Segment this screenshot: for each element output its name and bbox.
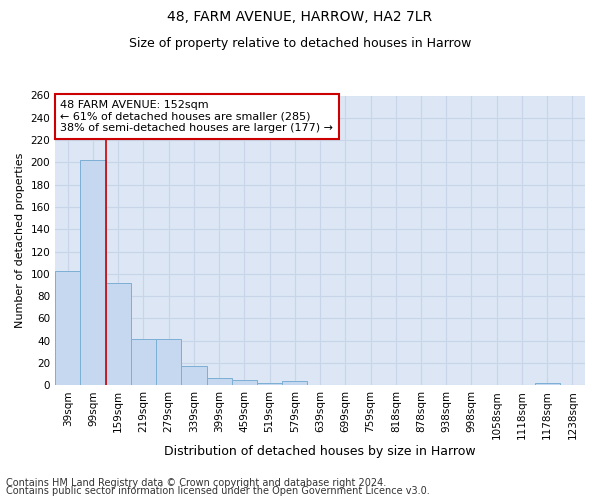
Bar: [181, 366, 206, 386]
Bar: [55, 270, 80, 386]
Text: Contains public sector information licensed under the Open Government Licence v3: Contains public sector information licen…: [6, 486, 430, 496]
Text: Contains HM Land Registry data © Crown copyright and database right 2024.: Contains HM Land Registry data © Crown c…: [6, 478, 386, 488]
Bar: [535, 383, 560, 386]
Y-axis label: Number of detached properties: Number of detached properties: [15, 152, 25, 328]
X-axis label: Distribution of detached houses by size in Harrow: Distribution of detached houses by size …: [164, 444, 476, 458]
Bar: [257, 383, 282, 386]
Bar: [232, 380, 257, 386]
Bar: [131, 338, 156, 386]
Bar: [106, 283, 131, 386]
Text: Size of property relative to detached houses in Harrow: Size of property relative to detached ho…: [129, 38, 471, 51]
Bar: [206, 378, 232, 386]
Text: 48 FARM AVENUE: 152sqm
← 61% of detached houses are smaller (285)
38% of semi-de: 48 FARM AVENUE: 152sqm ← 61% of detached…: [61, 100, 334, 133]
Text: 48, FARM AVENUE, HARROW, HA2 7LR: 48, FARM AVENUE, HARROW, HA2 7LR: [167, 10, 433, 24]
Bar: [156, 338, 181, 386]
Bar: [282, 381, 307, 386]
Bar: [80, 160, 106, 386]
